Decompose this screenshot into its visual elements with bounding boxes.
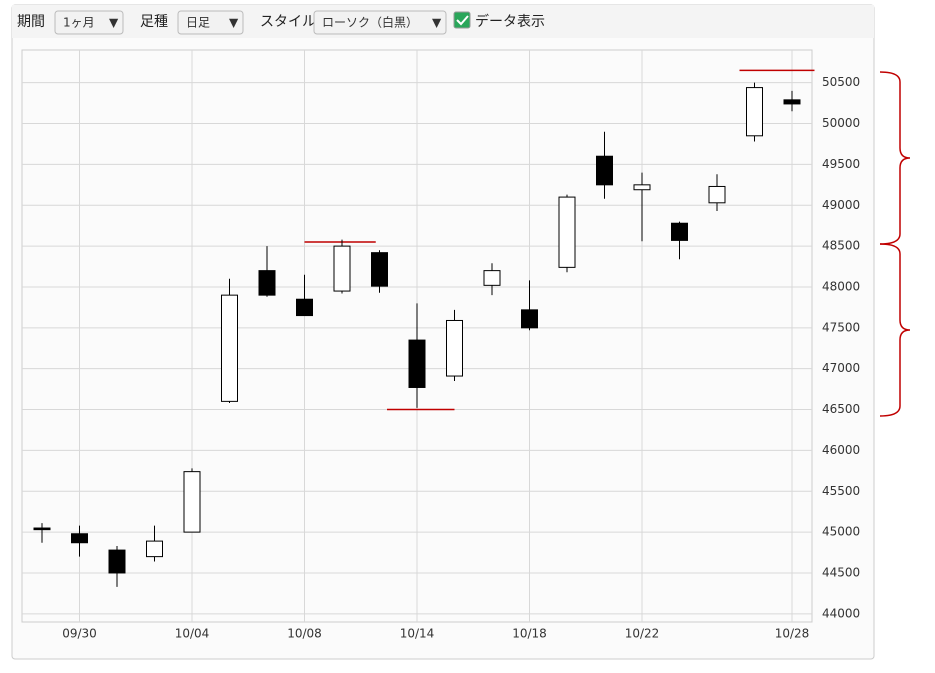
y-tick-label: 47000 <box>822 361 860 375</box>
style-label: スタイル <box>260 14 316 30</box>
candle-body <box>558 196 576 268</box>
y-tick-label: 48000 <box>822 279 860 293</box>
candle-body <box>371 252 388 287</box>
candle-body <box>71 533 88 544</box>
candle-body <box>596 155 613 186</box>
show-data-label[interactable]: データ表示 <box>475 13 545 30</box>
svg-text:▼: ▼ <box>229 16 239 30</box>
candle-body <box>746 87 763 137</box>
check-mark <box>456 15 469 26</box>
candle-body <box>783 99 801 105</box>
candle-body <box>633 184 651 191</box>
y-tick-label: 45500 <box>822 484 860 498</box>
y-tick-label: 50500 <box>822 75 860 89</box>
candle-body <box>708 185 726 204</box>
period-label: 期間 <box>17 14 45 30</box>
y-tick-label: 46500 <box>822 402 860 416</box>
candle-body <box>33 527 51 531</box>
candle-body <box>333 245 351 292</box>
candle-body <box>408 339 426 388</box>
candle-body <box>108 549 126 574</box>
y-tick-label: 45000 <box>822 525 860 539</box>
svg-text:▼: ▼ <box>109 16 119 30</box>
y-tick-label: 48500 <box>822 239 860 253</box>
candle-body <box>521 309 538 329</box>
y-tick-label: 47500 <box>822 320 860 334</box>
candle-body <box>671 222 688 241</box>
x-tick-label: 10/22 <box>625 627 660 641</box>
x-tick-label: 10/04 <box>175 627 210 641</box>
period-value: 1ヶ月 <box>63 16 95 30</box>
bar-value: 日足 <box>186 16 210 30</box>
candle-body <box>221 294 238 402</box>
y-tick-label: 49000 <box>822 198 860 212</box>
svg-text:▼: ▼ <box>432 16 442 30</box>
braces <box>879 71 911 417</box>
candle-body <box>183 471 201 533</box>
x-tick-label: 10/08 <box>287 627 322 641</box>
period-dropdown[interactable]: 1ヶ月 ▼ <box>54 10 124 35</box>
candle-body <box>483 270 501 286</box>
y-tick-label: 46000 <box>822 443 860 457</box>
x-tick-label: 10/28 <box>775 627 810 641</box>
style-dropdown[interactable]: ローソク（白黒） ▼ <box>313 10 447 35</box>
y-tick-label: 50000 <box>822 116 860 130</box>
x-tick-label: 10/14 <box>400 627 435 641</box>
bar-label: 足種 <box>140 14 168 30</box>
candle-body <box>146 540 163 558</box>
show-data-checkbox[interactable] <box>453 11 471 29</box>
candle-body <box>258 270 276 296</box>
y-tick-label: 44500 <box>822 565 860 579</box>
y-tick-label: 49500 <box>822 157 860 171</box>
x-tick-label: 09/30 <box>62 627 97 641</box>
x-tick-label: 10/18 <box>512 627 547 641</box>
candle-body <box>296 298 313 317</box>
y-tick-label: 44000 <box>822 606 860 620</box>
bar-dropdown[interactable]: 日足 ▼ <box>177 10 244 35</box>
candle-body <box>446 319 463 377</box>
style-value: ローソク（白黒） <box>322 15 418 30</box>
